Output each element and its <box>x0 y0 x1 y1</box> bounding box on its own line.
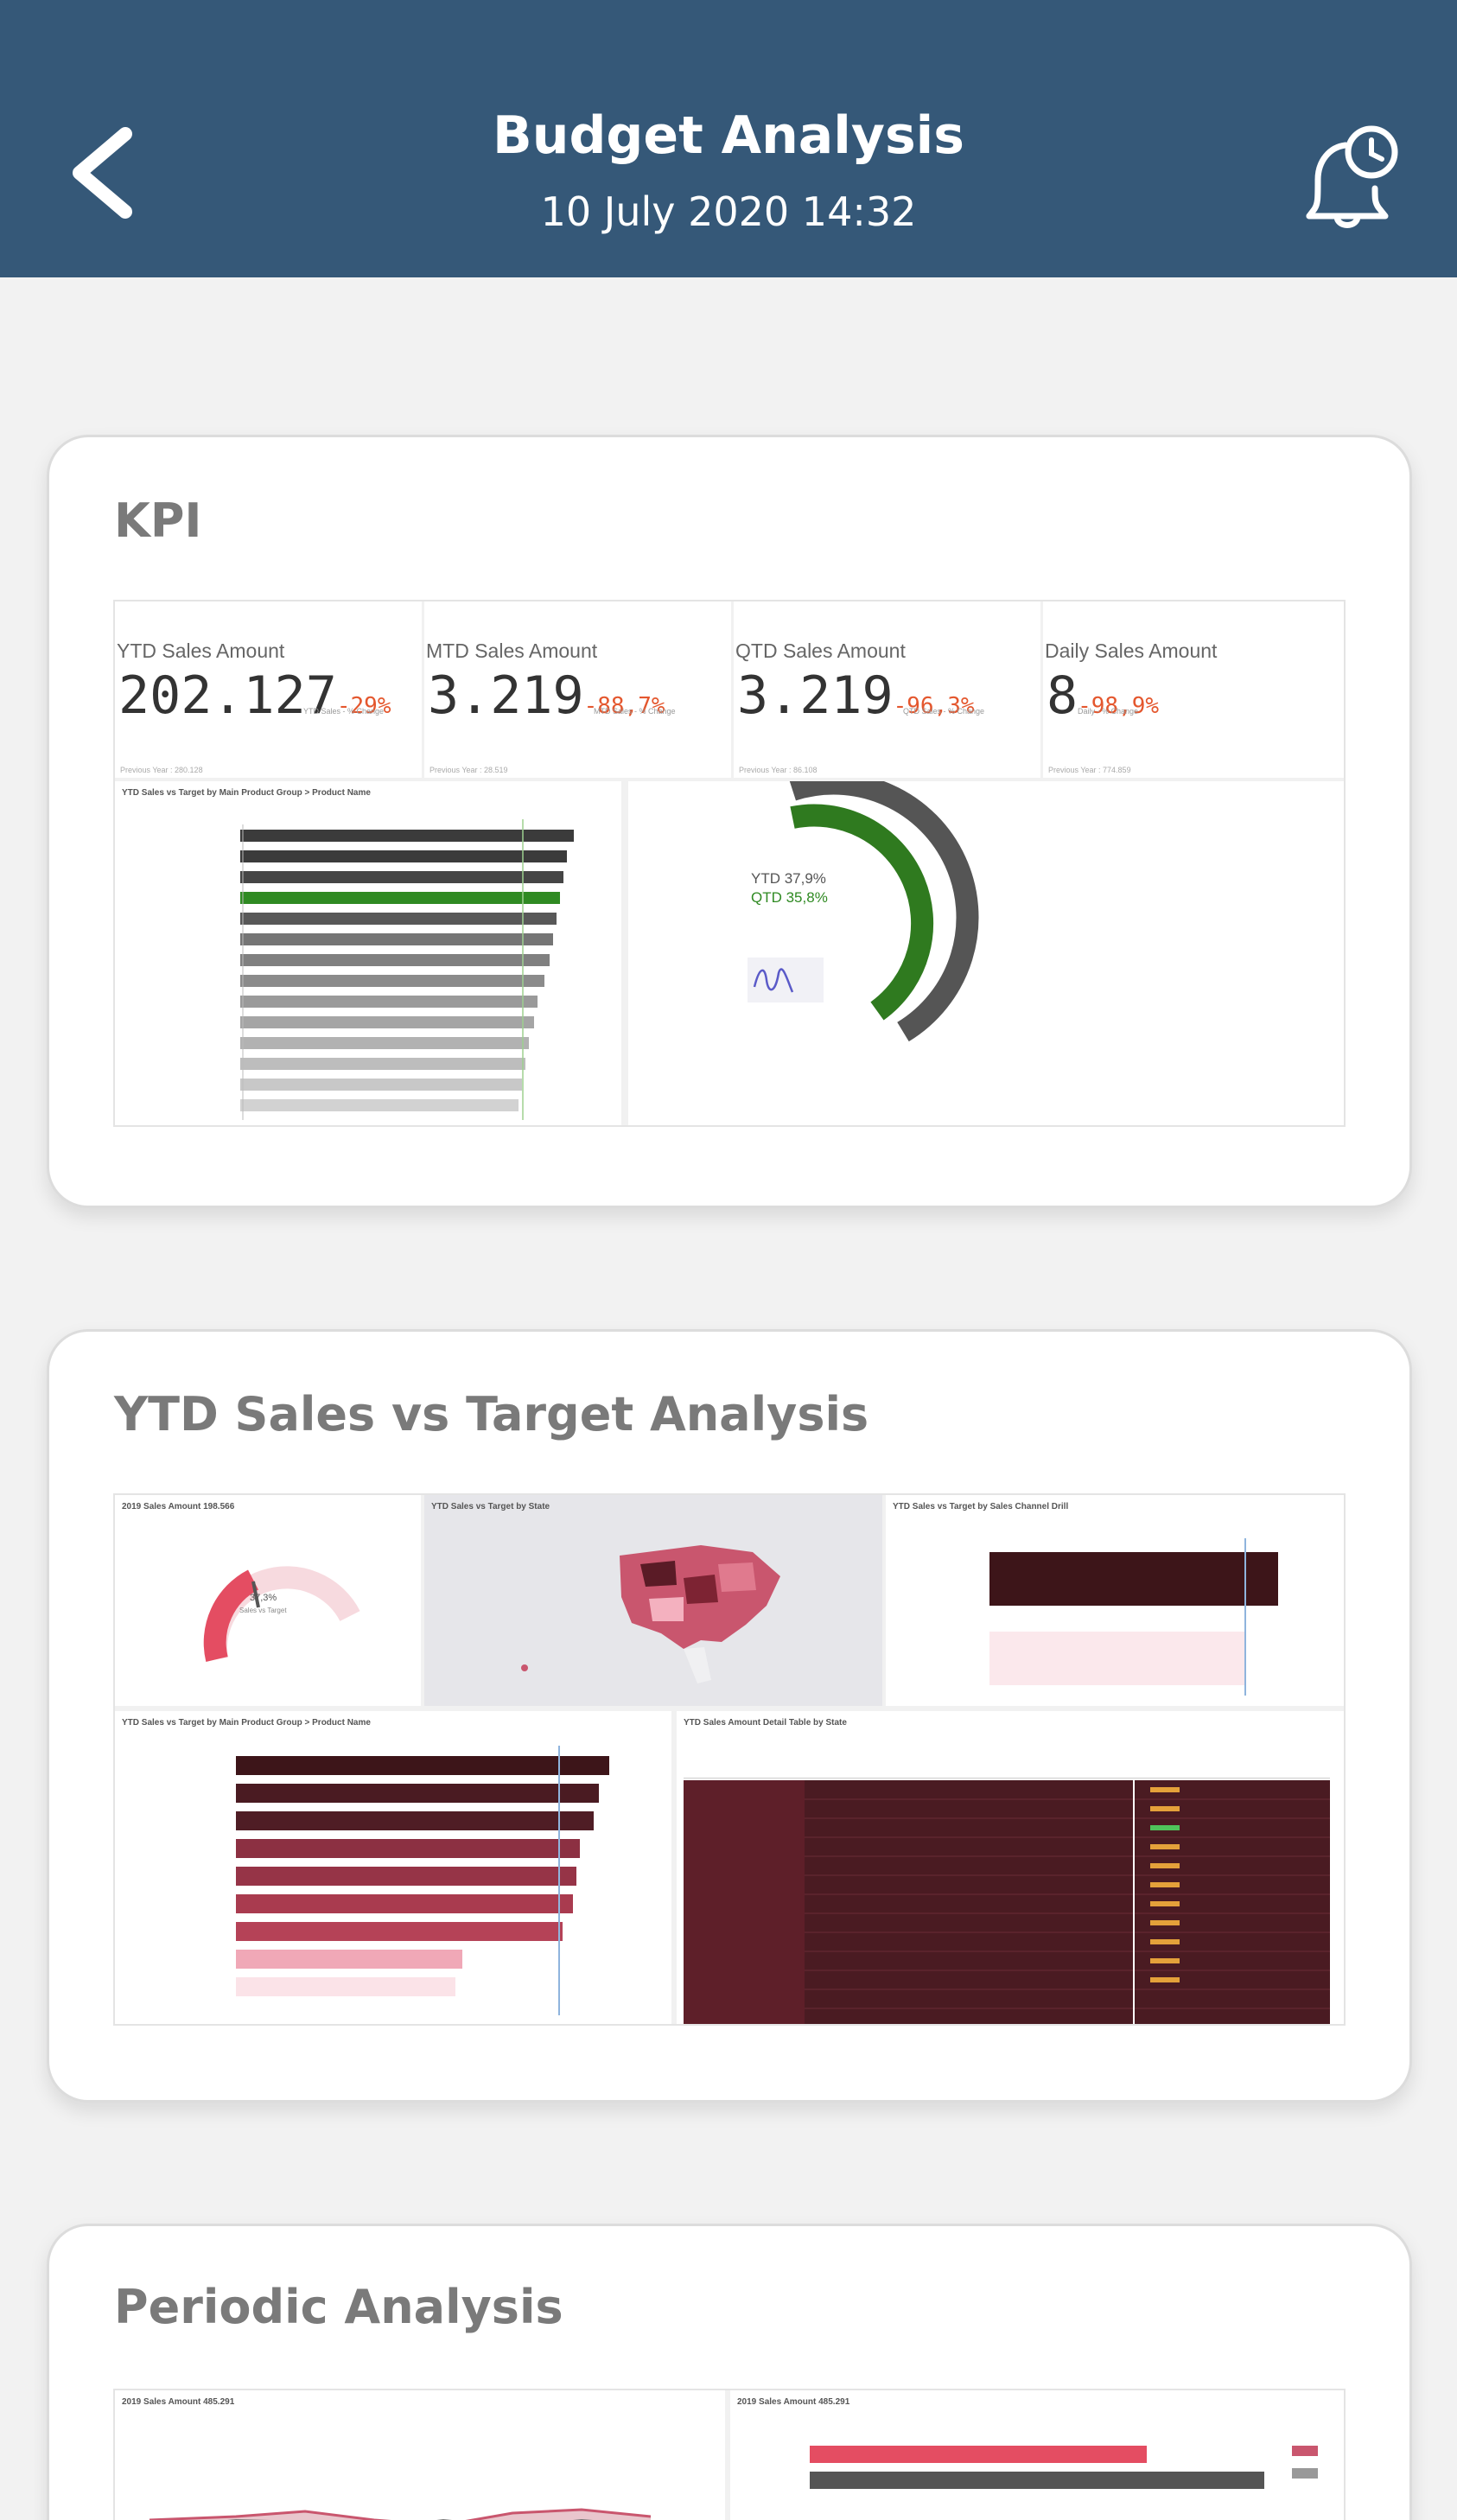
chart-title: YTD Sales Amount Detail Table by State <box>684 1718 847 1728</box>
product-bars-svg <box>236 1746 609 2015</box>
kpi-tile: QTD Sales Amount 3.219-96,3% QTD Sales -… <box>734 601 1040 778</box>
chevron-left-icon <box>73 127 132 219</box>
campaign-bar-chart: 2019 Sales Amount 485.291 <box>730 2390 1344 2520</box>
chart-title: 2019 Sales Amount 485.291 <box>122 2397 235 2407</box>
kpi-label: QTD Sales Amount <box>735 640 906 662</box>
periodic-line-chart: 2019 Sales Amount 485.291 <box>115 2390 725 2520</box>
kpi-change: -88,7% <box>583 693 665 719</box>
kpi-card[interactable]: KPI YTD Sales Amount 202.127-29% YTD Sal… <box>47 435 1412 1208</box>
gauge-qtd-label: QTD 35,8% <box>751 889 828 906</box>
map-svg <box>521 1545 780 1683</box>
back-button[interactable] <box>60 121 147 225</box>
svg-text:37,3%: 37,3% <box>250 1593 277 1603</box>
chart-title: YTD Sales vs Target by Main Product Grou… <box>122 788 371 798</box>
product-group-bar-chart: YTD Sales vs Target by Main Product Grou… <box>115 1711 671 2024</box>
chart-title: YTD Sales vs Target by Main Product Grou… <box>122 1718 371 1728</box>
kpi-tile: Daily Sales Amount 8-98,9% Daily - % Cha… <box>1043 601 1344 778</box>
table-body <box>684 1780 1330 2024</box>
kpi-previous: Previous Year : 28.519 <box>429 766 508 774</box>
kpi-change: -96,3% <box>893 693 975 719</box>
kpi-sheet-thumbnail[interactable]: YTD Sales Amount 202.127-29% YTD Sales -… <box>113 600 1346 1127</box>
chart-title: YTD Sales vs Target by State <box>431 1502 550 1511</box>
product-bar-chart: YTD Sales vs Target by Main Product Grou… <box>115 781 621 1125</box>
sales-gauge-chart: 2019 Sales Amount 198.566 37,3% Sales vs… <box>115 1495 421 1706</box>
kpi-caption: QTD Sales - % Change <box>903 707 985 716</box>
kpi-label: Daily Sales Amount <box>1045 640 1218 662</box>
ytd-sheet-thumbnail[interactable]: 2019 Sales Amount 198.566 37,3% Sales vs… <box>113 1493 1346 2026</box>
kpi-change: -98,9% <box>1078 693 1160 719</box>
kpi-caption: MTD Sales - % Change <box>594 707 676 716</box>
kpi-label: MTD Sales Amount <box>426 640 598 662</box>
line-chart-svg <box>149 2508 652 2520</box>
kpi-previous: Previous Year : 86.108 <box>739 766 818 774</box>
kpi-value: 8-98,9% <box>1047 665 1160 726</box>
ytd-sales-target-card[interactable]: YTD Sales vs Target Analysis 2019 Sales … <box>47 1329 1412 2103</box>
kpi-caption: YTD Sales - % Change <box>303 707 385 716</box>
kpi-value: 3.219-88,7% <box>428 665 665 726</box>
app-header: Budget Analysis 10 July 2020 14:32 <box>0 0 1457 277</box>
kpi-value: 202.127-29% <box>118 665 391 726</box>
card-title: YTD Sales vs Target Analysis <box>114 1387 869 1441</box>
gauge-svg <box>748 772 979 1042</box>
state-map-chart: YTD Sales vs Target by State <box>424 1495 882 1706</box>
kpi-previous: Previous Year : 280.128 <box>120 766 203 774</box>
chart-title: YTD Sales vs Target by Sales Channel Dri… <box>893 1502 1069 1511</box>
state-detail-table: YTD Sales Amount Detail Table by State <box>677 1711 1344 2024</box>
kpi-previous: Previous Year : 774.859 <box>1048 766 1131 774</box>
sales-gauge-svg: 37,3% Sales vs Target <box>203 1566 360 1663</box>
bar-chart-bars <box>240 819 574 1120</box>
card-title: Periodic Analysis <box>114 2280 563 2334</box>
channel-svg <box>989 1538 1278 1696</box>
chart-title: 2019 Sales Amount 485.291 <box>737 2397 850 2407</box>
ytd-gauge-chart: YTD 37,9% QTD 35,8% <box>628 772 1344 1125</box>
periodic-analysis-card[interactable]: Periodic Analysis 2019 Sales Amount 485.… <box>47 2224 1412 2520</box>
page-title: Budget Analysis <box>493 105 964 166</box>
campaign-bars-svg <box>810 2446 1318 2489</box>
channel-bar-chart: YTD Sales vs Target by Sales Channel Dri… <box>886 1495 1344 1706</box>
periodic-sheet-thumbnail[interactable]: 2019 Sales Amount 485.291 2019 Sales Amo… <box>113 2389 1346 2520</box>
kpi-label: YTD Sales Amount <box>117 640 285 662</box>
page-timestamp: 10 July 2020 14:32 <box>540 188 917 235</box>
chart-title: 2019 Sales Amount 198.566 <box>122 1502 235 1511</box>
kpi-change: -29% <box>336 693 391 719</box>
svg-text:Sales vs Target: Sales vs Target <box>239 1607 287 1614</box>
alert-button[interactable] <box>1292 119 1404 232</box>
kpi-tile: MTD Sales Amount 3.219-88,7% MTD Sales -… <box>424 601 731 778</box>
kpi-value: 3.219-96,3% <box>737 665 975 726</box>
table-header <box>684 1740 1330 1779</box>
card-title: KPI <box>114 493 202 548</box>
bell-clock-icon <box>1306 125 1398 228</box>
kpi-caption: Daily - % Change <box>1078 707 1139 716</box>
gauge-ytd-label: YTD 37,9% <box>751 870 826 887</box>
kpi-tile: YTD Sales Amount 202.127-29% YTD Sales -… <box>115 601 422 778</box>
